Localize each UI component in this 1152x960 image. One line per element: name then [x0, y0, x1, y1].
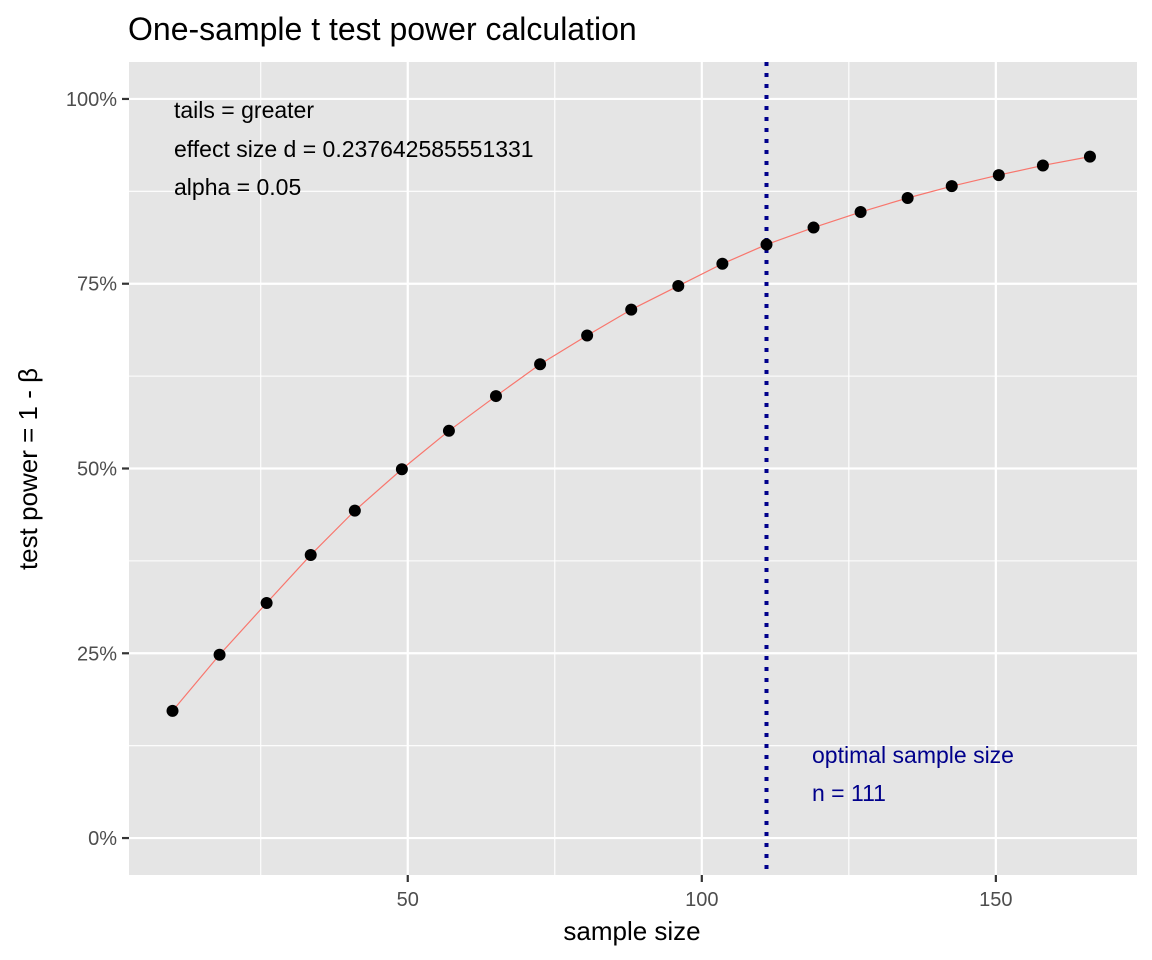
- data-point: [442, 424, 455, 437]
- data-point: [901, 191, 914, 204]
- y-tick-label: 100%: [66, 89, 117, 111]
- annotation-layer: tails = greater effect size d = 0.237642…: [174, 97, 1014, 806]
- y-tick-label: 50%: [77, 459, 117, 481]
- data-point: [304, 548, 317, 561]
- annotation-effect-size: effect size d = 0.237642585551331: [174, 136, 534, 162]
- data-point: [625, 303, 638, 316]
- series-layer: [166, 150, 1096, 717]
- y-tick-label: 0%: [88, 828, 117, 850]
- data-point: [213, 648, 226, 661]
- data-point: [716, 257, 729, 270]
- data-point: [395, 463, 408, 476]
- data-point: [854, 206, 867, 219]
- data-point: [166, 704, 179, 717]
- data-point: [348, 504, 361, 517]
- y-tick-label: 75%: [77, 274, 117, 296]
- x-tick-label: 150: [979, 889, 1012, 911]
- data-point: [945, 180, 958, 193]
- x-tick-label: 100: [685, 889, 718, 911]
- x-tick-label: 50: [397, 889, 419, 911]
- data-point: [260, 597, 273, 610]
- annotation-tails: tails = greater: [174, 97, 314, 123]
- chart-title: One-sample t test power calculation: [128, 11, 637, 47]
- data-point: [581, 329, 594, 342]
- y-tick-label: 25%: [77, 643, 117, 665]
- data-point: [807, 221, 820, 234]
- annotation-optimal-n: n = 111: [812, 780, 886, 806]
- data-point: [672, 279, 685, 292]
- data-point: [1083, 150, 1096, 163]
- major-gridlines: [129, 62, 1137, 875]
- data-point: [534, 358, 547, 371]
- data-point: [1036, 159, 1049, 172]
- data-point: [760, 238, 773, 251]
- annotation-optimal-label: optimal sample size: [812, 742, 1014, 768]
- annotation-alpha: alpha = 0.05: [174, 174, 301, 200]
- axes-layer: 50 100 150 0% 25% 50% 75% 100%: [66, 89, 1013, 911]
- data-point: [992, 169, 1005, 182]
- x-axis-title: sample size: [563, 916, 700, 946]
- y-axis-title: test power = 1 - β: [13, 368, 43, 570]
- data-point: [489, 390, 502, 403]
